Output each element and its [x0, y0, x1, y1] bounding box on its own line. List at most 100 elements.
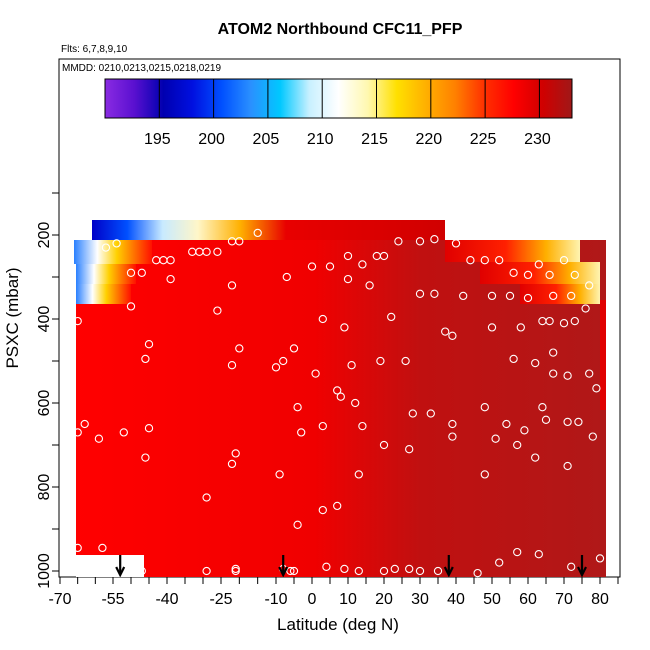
profile-arrow-head: [115, 566, 126, 578]
sample-point: [166, 256, 175, 265]
sample-point: [289, 344, 299, 353]
sample-point: [513, 547, 522, 557]
sample-point: [509, 268, 518, 277]
sample-point: [505, 291, 515, 301]
sample-point: [318, 314, 327, 324]
heatmap-field: [74, 220, 606, 577]
sample-point: [166, 274, 175, 284]
sample-point: [333, 501, 342, 511]
sample-point: [415, 237, 425, 246]
sample-point: [495, 558, 504, 567]
field-left-band-2: [76, 264, 136, 284]
sample-point: [112, 239, 121, 248]
sample-point: [202, 247, 211, 256]
sample-point: [354, 566, 363, 576]
colorbar-tick-label: 230: [524, 131, 551, 148]
sample-point: [541, 415, 551, 424]
x-tick-label: -55: [101, 591, 124, 608]
sample-point: [98, 543, 107, 553]
sample-point: [354, 470, 363, 479]
sample-point: [126, 268, 136, 277]
field-right-band-3: [520, 284, 600, 304]
sample-point: [545, 270, 554, 280]
colorbar-gradient: [104, 78, 573, 119]
sample-point: [480, 256, 489, 265]
y-tick-label: 200: [36, 222, 53, 249]
sample-point: [509, 354, 518, 364]
sample-points: [73, 228, 605, 578]
sample-point: [231, 566, 240, 576]
sample-point: [289, 566, 299, 576]
sample-point: [592, 384, 601, 393]
sample-point: [549, 369, 558, 378]
sample-point: [559, 319, 569, 328]
sample-point: [271, 363, 281, 372]
x-tick-label: -70: [48, 591, 71, 608]
sample-point: [394, 237, 403, 246]
sample-point: [379, 566, 389, 576]
sample-point: [73, 428, 82, 437]
sample-point: [202, 493, 211, 502]
sample-point: [227, 361, 237, 370]
y-tick-label: 600: [36, 390, 53, 417]
sample-point: [588, 432, 597, 441]
sample-point: [448, 432, 457, 441]
colorbar-tick-label: 215: [361, 131, 388, 148]
sample-point: [559, 256, 569, 265]
sample-point: [365, 281, 374, 290]
field-left-band-3: [76, 284, 131, 304]
sample-point: [379, 440, 389, 450]
sample-point: [430, 235, 439, 244]
sample-point: [480, 470, 489, 479]
sample-point: [426, 409, 435, 418]
sample-point: [347, 361, 356, 370]
x-tick-label: 30: [411, 591, 429, 608]
sample-point: [379, 251, 389, 261]
field-upper-band: [92, 220, 445, 240]
x-tick-label: 70: [555, 591, 573, 608]
sample-point: [405, 564, 414, 574]
sample-point: [549, 291, 558, 301]
sample-point: [279, 356, 288, 366]
x-tick-label: 10: [339, 591, 357, 608]
sample-point: [293, 520, 302, 529]
sample-point: [358, 421, 367, 431]
field-right-band-1: [445, 240, 580, 262]
sample-point: [531, 358, 540, 368]
x-tick-label: 20: [375, 591, 393, 608]
colorbar-tick-label: 220: [415, 131, 442, 148]
sample-point: [343, 274, 353, 284]
sample-point: [516, 323, 525, 332]
sample-point: [340, 323, 349, 332]
sample-point: [570, 270, 579, 280]
sample-point: [351, 398, 360, 408]
sample-point: [538, 403, 547, 412]
sample-point: [441, 327, 450, 336]
sample-point: [563, 371, 572, 380]
field-gap: [76, 555, 144, 577]
y-tick-label: 400: [36, 306, 53, 333]
sample-point: [286, 566, 295, 576]
sample-point: [459, 291, 468, 301]
sample-point: [126, 302, 136, 311]
sample-point: [253, 228, 262, 238]
sample-point: [534, 550, 543, 559]
sample-point: [340, 564, 349, 574]
sample-point: [415, 566, 425, 576]
sample-point: [94, 434, 104, 443]
sample-point: [487, 323, 497, 332]
x-tick-label: -40: [155, 591, 178, 608]
sample-point: [549, 348, 558, 357]
sample-point: [235, 344, 244, 353]
y-tick-label: 800: [36, 474, 53, 501]
sample-point: [415, 289, 425, 298]
sample-point: [448, 331, 457, 340]
x-tick-label: 50: [483, 591, 501, 608]
sample-point: [213, 247, 222, 256]
colorbar: 195 200 205 210 215 220 225 230: [104, 78, 573, 148]
sample-point: [466, 256, 475, 265]
sample-point: [545, 316, 554, 326]
sample-point: [401, 356, 410, 366]
field-right-band-2: [480, 262, 600, 284]
